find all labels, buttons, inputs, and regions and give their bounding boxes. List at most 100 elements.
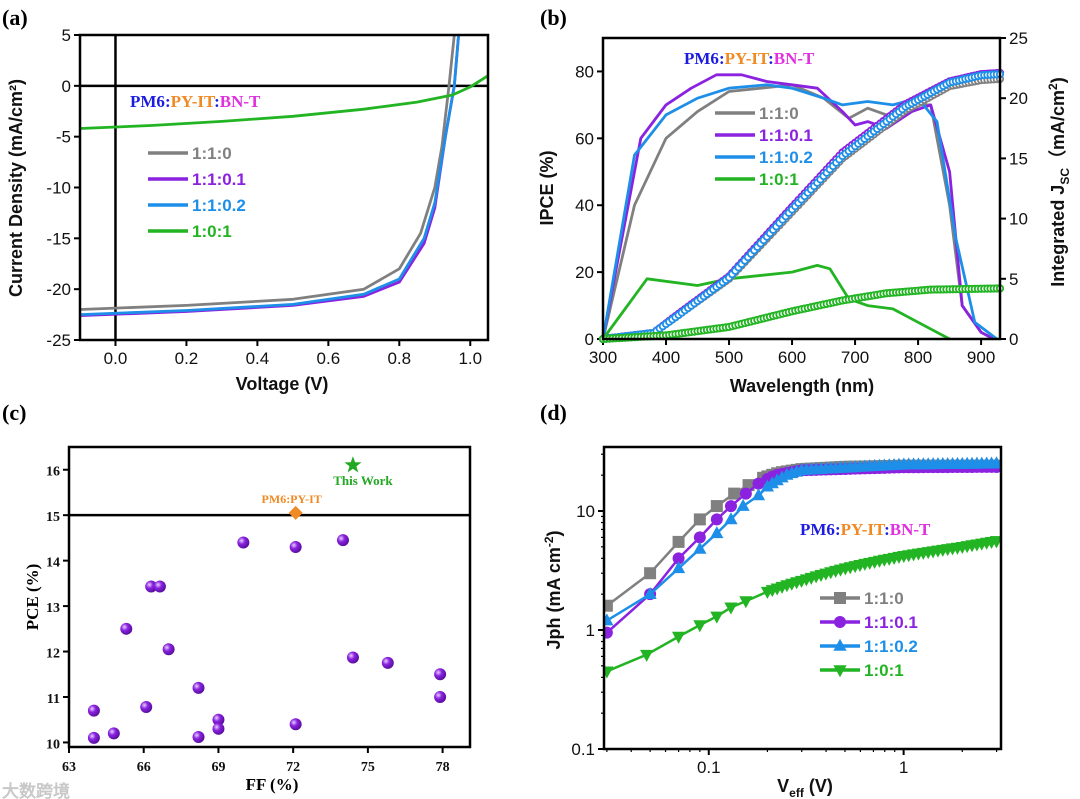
legend-label: 1:1:0.1 (864, 613, 918, 632)
ipce-curve-1:1:0.1 (601, 73, 995, 341)
annotation-part: : (884, 520, 890, 539)
y-tick-label: 10 (576, 502, 595, 521)
plot-area (604, 456, 1001, 679)
triangle-up-marker (833, 638, 847, 651)
y-tick-label: 60 (575, 129, 594, 148)
literature-point (87, 704, 100, 717)
x-tick-label: 0.1 (697, 758, 721, 777)
x-tick-label: 0.8 (387, 349, 411, 368)
literature-point (192, 681, 205, 694)
legend-label: 1:0:1 (192, 222, 232, 241)
y-tick-label: 12 (46, 647, 60, 662)
y-tick-label: -5 (56, 128, 71, 147)
annotation-part: PY-IT (171, 92, 216, 111)
jv-curve-1:1:0 (80, 35, 456, 311)
triangle-down-marker (724, 602, 738, 615)
legend-label: 1:1:0 (759, 104, 799, 123)
annotation-part: PY-IT (841, 520, 886, 539)
ylabel-sup: -2 (542, 536, 556, 547)
triangle-up-marker (643, 586, 657, 599)
panel-b-ylabel: IPCE (%) (537, 150, 557, 225)
panel-b-y2label: Integrated JSC（mA/cm2) (1046, 77, 1072, 286)
literature-point (212, 713, 225, 726)
triangle-up-marker (736, 498, 750, 511)
plot-frame (601, 36, 1002, 341)
triangle-up-marker (751, 488, 766, 501)
blend-annotation: PM6:PY-IT:BN-T (800, 520, 931, 539)
annotation-part: PY-IT (725, 49, 770, 68)
x-tick-label: 0.6 (317, 349, 341, 368)
panel-a-xlabel: Voltage (V) (236, 374, 329, 394)
square-marker (834, 592, 846, 604)
triangle-up-marker (710, 526, 724, 539)
legend-label: 1:1:0.1 (759, 126, 813, 145)
panel-label-c: (c) (2, 400, 26, 425)
panel-d-jph-chart: 0.1 1 0.1 1 10 1:1:0 1:1:0.1 1:1:0.2 1:0:1 PM6:PY… (571, 445, 1003, 777)
y2-tick-label: 10 (1009, 210, 1028, 229)
xlabel-unit: (V) (804, 776, 833, 796)
square-marker (604, 599, 613, 612)
plot-frame (67, 445, 472, 749)
y-tick-label: 20 (575, 263, 594, 282)
x-tick-label: 1.0 (458, 349, 482, 368)
y2-tick-label: 0 (1009, 330, 1018, 349)
panel-a-ylabel: Current Density (mA/cm²) (6, 79, 26, 297)
jv-curve-1:1:0.2 (80, 35, 460, 316)
circle-marker (710, 513, 723, 526)
y2-tick-label: 15 (1009, 149, 1028, 168)
reference-diamond-marker (288, 505, 303, 520)
literature-point (381, 656, 394, 669)
triangle-up-marker (693, 541, 707, 554)
y-tick-label: 11 (47, 692, 60, 707)
triangle-up-marker (671, 561, 686, 574)
legend-label: 1:1:0.2 (192, 196, 246, 215)
literature-point (145, 580, 158, 593)
x-tick-label: 900 (967, 348, 995, 367)
this-work-label: This Work (333, 473, 393, 488)
annotation-part: : (768, 49, 774, 68)
triangle-down-marker (604, 666, 614, 679)
circle-marker (604, 626, 613, 639)
y-tick-label: -20 (46, 280, 71, 299)
x-tick-label: 500 (715, 348, 743, 367)
annotation-part: : (165, 92, 171, 111)
y-tick-label: 40 (575, 196, 594, 215)
panel-d-ylabel: Jph (mA cm-2) (542, 530, 564, 649)
y-tick-label: 13 (46, 601, 60, 616)
annotation-part: PM6 (684, 49, 719, 68)
y-tick-label: 15 (46, 510, 60, 525)
annotation-part: PM6 (800, 520, 835, 539)
x-tick-label: 72 (286, 760, 300, 775)
blend-annotation: PM6:PY-IT:BN-T (130, 92, 261, 111)
legend-label: 1:1:0.1 (192, 170, 246, 189)
y2-tick-label: 25 (1009, 29, 1028, 48)
y-tick-label: 0.1 (571, 740, 595, 759)
y-tick-label: -10 (46, 179, 71, 198)
y2label-sub: SC (1058, 168, 1072, 185)
annotation-part: : (835, 520, 841, 539)
panel-c-ylabel: PCE (%) (23, 564, 42, 631)
square-marker (693, 513, 706, 526)
legend-label: 1:1:0 (864, 589, 904, 608)
y2label-sup: 2 (1046, 83, 1060, 90)
square-marker (710, 500, 723, 513)
literature-point (212, 722, 225, 735)
panel-label-a: (a) (2, 5, 28, 30)
literature-point (87, 731, 100, 744)
literature-point (162, 643, 175, 656)
x-tick-label: 1 (899, 758, 908, 777)
this-work-star-marker (344, 456, 362, 473)
xlabel-main: V (777, 776, 789, 796)
circle-marker (739, 487, 752, 500)
panel-d-xlabel: Veff (V) (777, 776, 833, 799)
literature-point (289, 541, 302, 553)
triangle-down-marker (671, 631, 686, 644)
x-tick-label: 0.4 (246, 349, 270, 368)
plot-frame (78, 33, 490, 342)
x-tick-label: 63 (62, 760, 76, 775)
literature-point (336, 534, 349, 547)
x-tick-label: 0.0 (104, 349, 128, 368)
triangle-down-marker (640, 649, 654, 662)
jph-curve-1:1:0.2 (606, 462, 997, 622)
x-tick-label: 78 (436, 760, 450, 775)
